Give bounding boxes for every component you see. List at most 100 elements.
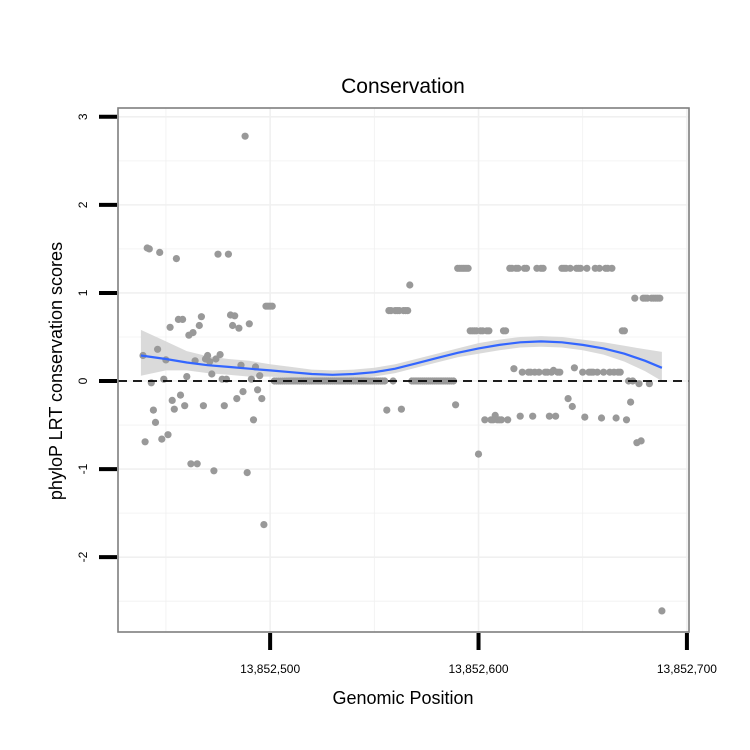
data-point xyxy=(620,327,629,335)
y-tick-label: 1 xyxy=(76,289,90,296)
data-point xyxy=(181,402,189,410)
data-point xyxy=(516,412,524,420)
data-point xyxy=(510,365,518,373)
data-point xyxy=(504,416,512,424)
data-point xyxy=(406,281,414,289)
data-point xyxy=(593,368,601,376)
data-point xyxy=(452,401,460,409)
data-point xyxy=(206,358,214,366)
data-point xyxy=(249,416,258,424)
data-point xyxy=(481,416,489,424)
data-point xyxy=(397,405,405,413)
data-point xyxy=(245,320,253,328)
data-point xyxy=(195,321,203,330)
data-point xyxy=(204,351,212,360)
y-tick-label: 3 xyxy=(76,113,90,120)
data-point xyxy=(216,351,224,359)
y-tick-label: -1 xyxy=(76,463,90,474)
data-points-layer xyxy=(139,132,666,615)
data-point xyxy=(208,370,216,378)
data-point xyxy=(229,321,237,330)
data-point xyxy=(552,412,560,420)
x-tick-label: 13,852,600 xyxy=(448,662,508,676)
data-point xyxy=(474,450,483,458)
data-point xyxy=(529,412,537,420)
x-tick-label: 13,852,700 xyxy=(657,662,717,676)
data-point xyxy=(231,312,239,320)
data-point xyxy=(600,368,608,376)
data-point xyxy=(637,437,645,445)
y-tick-label: 0 xyxy=(76,377,90,384)
data-point xyxy=(656,294,664,302)
data-point xyxy=(179,315,187,323)
data-point xyxy=(176,391,185,399)
data-point xyxy=(170,405,178,413)
data-point xyxy=(518,368,526,376)
x-axis: 13,852,500 13,852,600 13,852,700 xyxy=(240,633,717,676)
data-point xyxy=(631,294,639,302)
data-point xyxy=(183,373,191,381)
data-point xyxy=(595,264,604,272)
data-point xyxy=(235,324,243,332)
data-point xyxy=(539,264,547,272)
data-point xyxy=(566,264,574,272)
data-point xyxy=(158,435,166,443)
x-axis-label: Genomic Position xyxy=(332,688,473,708)
data-point xyxy=(224,250,232,258)
data-point xyxy=(568,402,576,411)
data-point xyxy=(556,368,564,376)
y-tick-label: -2 xyxy=(76,551,90,562)
data-point xyxy=(145,245,153,253)
data-point xyxy=(635,380,643,388)
data-point xyxy=(199,402,207,410)
data-point xyxy=(193,460,201,468)
data-point xyxy=(522,264,531,272)
data-point xyxy=(189,329,197,337)
chart-title: Conservation xyxy=(341,75,465,98)
data-point xyxy=(535,368,543,376)
data-point xyxy=(243,469,251,477)
data-point xyxy=(197,313,205,321)
data-point xyxy=(256,372,264,380)
data-point xyxy=(268,302,276,310)
data-point xyxy=(233,395,241,403)
data-point xyxy=(464,264,472,272)
data-point xyxy=(564,395,572,403)
data-point xyxy=(627,398,635,406)
data-point xyxy=(577,264,585,272)
data-point xyxy=(545,412,554,420)
data-point xyxy=(514,264,522,272)
data-point xyxy=(149,406,157,414)
y-axis-label: phyloP LRT conservation scores xyxy=(46,242,66,500)
plot-border xyxy=(117,107,690,633)
data-point xyxy=(254,386,262,394)
data-point xyxy=(658,607,666,615)
data-point xyxy=(579,368,587,376)
data-point xyxy=(156,248,164,256)
data-point xyxy=(258,395,266,403)
data-point xyxy=(210,467,218,475)
data-point xyxy=(485,327,493,335)
data-point xyxy=(166,323,174,331)
data-point xyxy=(187,460,195,468)
smooth-line-layer xyxy=(140,340,663,376)
data-point xyxy=(616,368,624,376)
data-point xyxy=(622,416,631,424)
data-point xyxy=(260,521,268,529)
x-tick-label: 13,852,500 xyxy=(240,662,300,676)
grid-lines xyxy=(118,108,689,632)
y-axis: -2 -1 0 1 2 3 xyxy=(76,113,117,562)
smooth-fit-line xyxy=(140,340,663,376)
data-point xyxy=(154,345,162,353)
data-point xyxy=(608,264,616,272)
data-point xyxy=(583,264,591,272)
data-point xyxy=(381,377,389,385)
data-point xyxy=(570,364,579,372)
data-point xyxy=(581,413,589,421)
data-point xyxy=(164,431,172,439)
data-point xyxy=(497,416,505,424)
data-point xyxy=(612,414,620,422)
data-point xyxy=(172,255,180,263)
y-tick-label: 2 xyxy=(76,201,90,208)
